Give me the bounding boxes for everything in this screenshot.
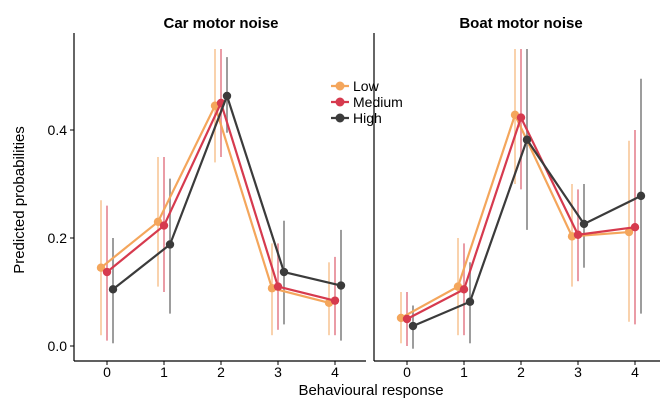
- legend-item-high: High: [331, 110, 382, 126]
- panel-title-car: Car motor noise: [163, 15, 278, 32]
- legend-swatch-dot-medium: [335, 97, 345, 107]
- data-point-high: [279, 267, 289, 277]
- panel-boat-motor-noise: Boat motor noise: [373, 15, 660, 365]
- legend-swatch-dot-high: [335, 113, 345, 123]
- legend-item-medium: Medium: [331, 94, 403, 110]
- data-point-high: [336, 281, 346, 290]
- data-point-medium: [459, 285, 469, 294]
- x-tick-label: 1: [160, 364, 168, 380]
- x-tick-label: 1: [460, 364, 468, 380]
- panel-title-boat: Boat motor noise: [459, 15, 582, 32]
- data-point-high: [636, 191, 646, 201]
- data-point-medium: [630, 223, 640, 232]
- y-axis: 0.0 0.2 0.4: [48, 122, 68, 354]
- x-tick-label: 0: [403, 364, 411, 380]
- data-point-medium: [516, 113, 526, 122]
- data-point-low: [153, 217, 163, 226]
- legend-label-high: High: [353, 110, 382, 126]
- x-tick-labels: 0 1 2 3 4 0 1 2 3 4: [103, 364, 639, 380]
- data-point-high: [408, 321, 418, 331]
- data-point-high: [108, 285, 118, 294]
- data-point-high: [465, 297, 475, 306]
- y-tick-label: 0.0: [48, 338, 68, 354]
- data-point-medium: [402, 314, 412, 324]
- x-tick-label: 0: [103, 364, 111, 380]
- legend: Low Medium High: [331, 78, 403, 126]
- data-point-medium: [330, 296, 340, 305]
- data-point-high: [222, 91, 232, 101]
- y-tick-label: 0.4: [48, 122, 68, 138]
- data-point-medium: [573, 230, 583, 239]
- x-tick-label: 2: [517, 364, 525, 380]
- data-point-low: [96, 263, 106, 272]
- data-point-medium: [102, 267, 112, 277]
- panel-car-motor-noise: Car motor noise: [70, 15, 366, 365]
- data-point-low: [624, 227, 634, 237]
- data-point-medium: [273, 282, 283, 291]
- legend-swatch-dot-low: [335, 81, 345, 91]
- y-tick-label: 0.2: [48, 230, 68, 246]
- data-point-high: [579, 219, 589, 229]
- legend-label-low: Low: [353, 78, 380, 94]
- y-axis-title: Predicted probabilities: [11, 126, 28, 274]
- legend-item-low: Low: [331, 78, 380, 94]
- x-tick-label: 4: [331, 364, 339, 380]
- data-point-high: [165, 240, 175, 249]
- x-tick-label: 4: [631, 364, 639, 380]
- data-point-high: [522, 135, 532, 144]
- legend-label-medium: Medium: [353, 94, 403, 110]
- data-point-medium: [159, 221, 169, 230]
- x-tick-label: 3: [574, 364, 582, 380]
- x-axis-title: Behavioural response: [298, 382, 443, 399]
- x-tick-label: 2: [217, 364, 225, 380]
- x-tick-label: 3: [274, 364, 282, 380]
